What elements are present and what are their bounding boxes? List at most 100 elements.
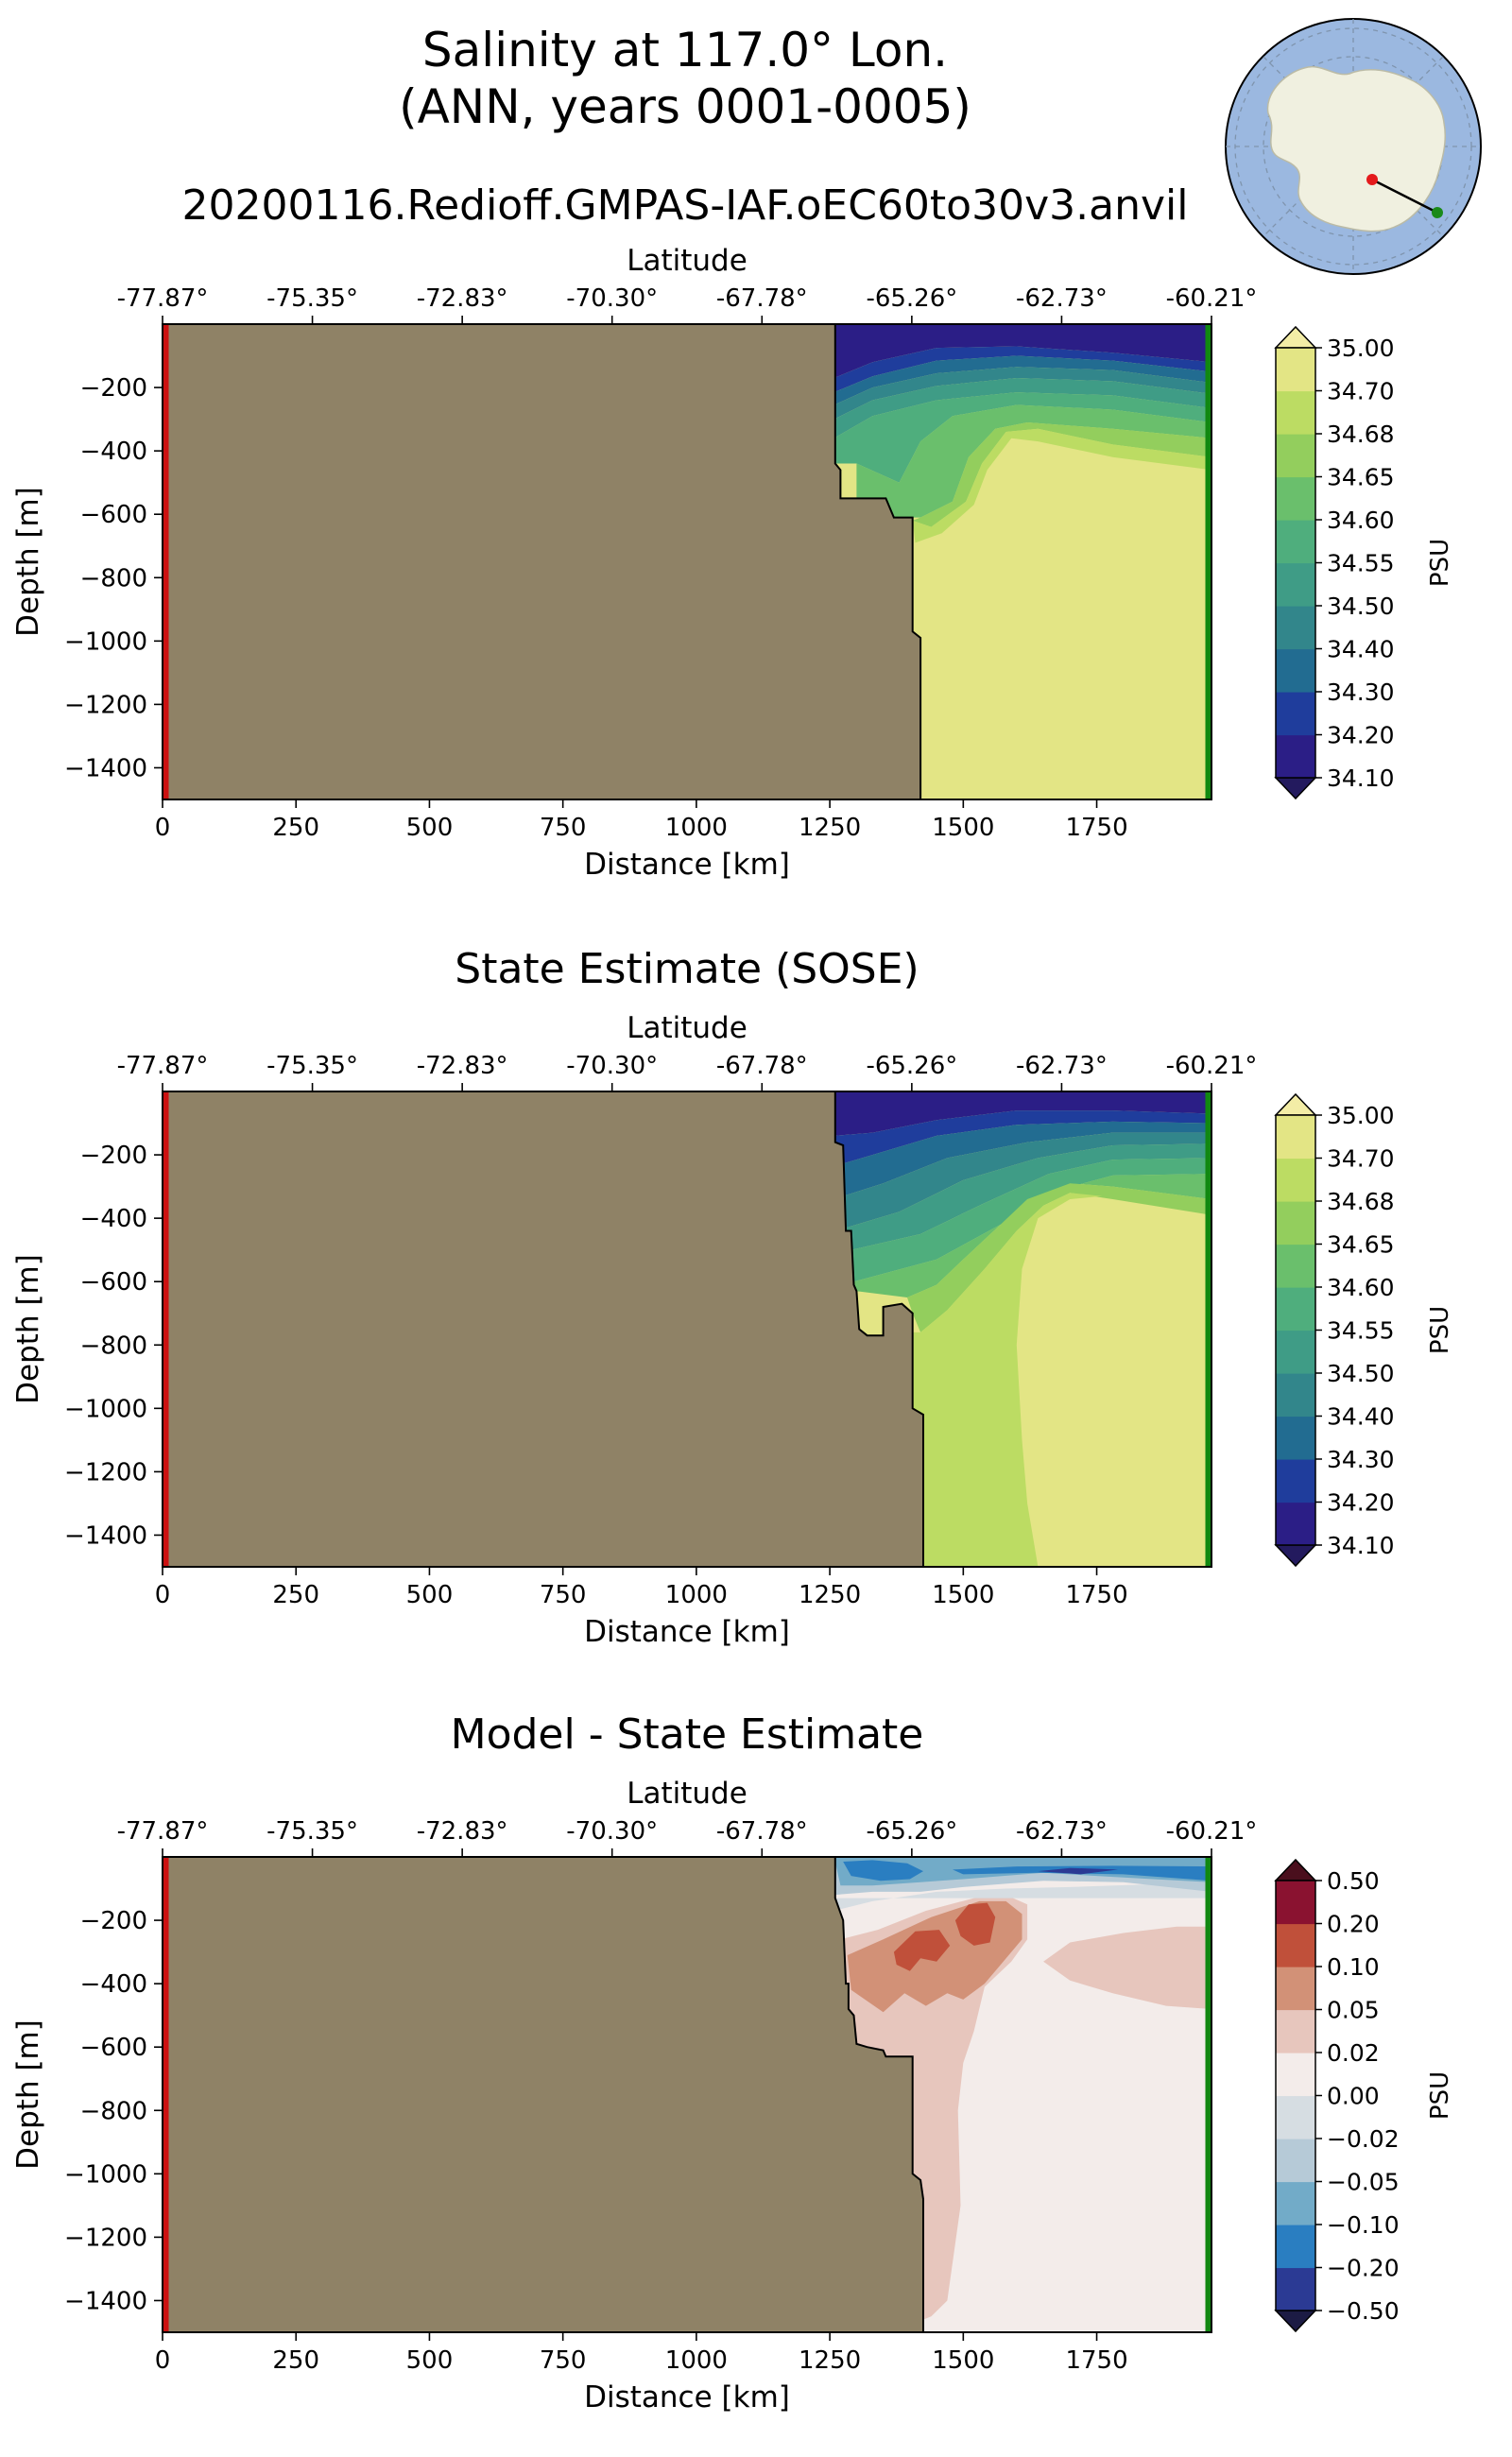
colorbar-over-extension [1274, 1858, 1317, 1881]
inset-antarctica [1266, 65, 1447, 232]
x-tick-label: 500 [406, 1581, 454, 1609]
colorbar-tick-label: 34.40 [1327, 1403, 1395, 1431]
contour-band-level-7 [907, 1183, 1211, 1332]
plot-area [163, 1857, 1211, 2332]
colorbar-swatch [1276, 476, 1315, 521]
colorbar-tick-label: 35.00 [1327, 335, 1395, 362]
colorbar-tick-label: 34.40 [1327, 636, 1395, 663]
colorbar-swatch [1276, 1330, 1315, 1374]
inset-transect-start-marker [1366, 174, 1378, 185]
plot-area [163, 1091, 1211, 1567]
panel-state-estimate: State Estimate (SOSE) 0 250 500 750 1000 1250 1… [11, 945, 1454, 1649]
colorbar-swatch [1276, 2009, 1315, 2053]
colorbar-tick-label: 34.55 [1327, 1317, 1395, 1345]
y-tick-label: −400 [80, 1205, 147, 1233]
x-tick-label: 750 [540, 814, 587, 842]
plot-area [163, 324, 1211, 799]
y-tick-label: −800 [80, 2097, 147, 2125]
top-tick-label: -75.35° [266, 1052, 358, 1080]
x-tick-label: 500 [406, 814, 454, 842]
top-tick-label: -72.83° [417, 1052, 508, 1080]
colorbar-tick-label: −0.02 [1327, 2125, 1400, 2153]
colorbar-tick-label: 0.05 [1327, 1997, 1380, 2024]
contour-band-level-1 [833, 346, 1211, 393]
colorbar-tick-label: 34.30 [1327, 679, 1395, 706]
y-tick-label: −1400 [64, 754, 147, 782]
y-tick-label: −1400 [64, 1521, 147, 1550]
top-axis-label: Latitude [627, 1777, 747, 1811]
colorbar-tick-label: 0.50 [1327, 1867, 1380, 1895]
inset-map [1225, 18, 1482, 275]
x-tick-label: 1750 [1065, 814, 1127, 842]
colorbar-swatch [1276, 2139, 1315, 2183]
contour-band-level-3 [843, 1132, 1211, 1228]
contour-region-level-0 [1038, 1867, 1119, 1875]
figure-title-line2: (ANN, years 0001-0005) [399, 79, 971, 134]
contour-band-level-1 [833, 1110, 1211, 1165]
inset-transect-line [1371, 178, 1438, 215]
contour-region-level-8 [912, 1193, 1103, 1567]
contour-band-level-4 [846, 1143, 1211, 1250]
top-tick-label: -67.78° [716, 1052, 808, 1080]
y-tick-label: −600 [80, 501, 147, 529]
colorbar-under-extension [1274, 1544, 1317, 1568]
colorbar-over-extension [1274, 325, 1317, 349]
colorbar-swatch [1276, 2181, 1315, 2225]
seafloor-land-mask [163, 324, 922, 799]
inset-transect-end-marker [1432, 207, 1443, 218]
y-axis-label: Depth [m] [11, 2019, 45, 2170]
y-tick-label: −200 [80, 1907, 147, 1935]
top-tick-label: -70.30° [566, 1052, 658, 1080]
colorbar-swatch [1276, 348, 1315, 392]
colorbar-label: PSU [1426, 1306, 1454, 1354]
top-tick-label: -67.78° [716, 284, 808, 313]
contour-band-level-4 [833, 378, 1211, 438]
colorbar-tick-label: 34.60 [1327, 1274, 1395, 1301]
top-tick-label: -62.73° [1016, 284, 1108, 313]
y-tick-label: −600 [80, 1268, 147, 1297]
contour-band-level-0 [833, 324, 1211, 378]
contour-band-level-5 [850, 1158, 1211, 1282]
colorbar-swatch [1276, 1923, 1315, 1967]
top-tick-label: -72.83° [417, 1817, 508, 1846]
colorbar-tick-label: 34.68 [1327, 421, 1395, 448]
colorbar-tick-label: 34.65 [1327, 1231, 1395, 1259]
x-tick-label: 500 [406, 2346, 454, 2375]
top-tick-label: -65.26° [866, 284, 957, 313]
contour-region-level-1 [843, 1860, 923, 1881]
top-tick-label: -60.21° [1166, 284, 1258, 313]
colorbar-swatch [1276, 1502, 1315, 1546]
x-tick-label: 250 [272, 1581, 319, 1609]
colorbar-tick-label: −0.10 [1327, 2211, 1400, 2239]
colorbar-over-extension [1274, 1092, 1317, 1116]
plot-frame [162, 323, 1212, 800]
panel-title: Model - State Estimate [451, 1710, 924, 1759]
y-tick-label: −1200 [64, 2224, 147, 2252]
x-tick-label: 1000 [665, 1581, 728, 1609]
top-tick-label: -70.30° [566, 1817, 658, 1846]
figure-subtitle: 20200116.Redioff.GMPAS-IAF.oEC60to30v3.a… [182, 181, 1189, 230]
x-tick-label: 1000 [665, 814, 728, 842]
colorbar-under-extension [1274, 777, 1317, 800]
top-axis-label: Latitude [627, 244, 747, 278]
colorbar-tick-label: 0.10 [1327, 1953, 1380, 1981]
colorbar-swatch [1276, 390, 1315, 435]
panel-model-salinity: 0 250 500 750 1000 1250 1500 1750 Distance [km] −… [11, 244, 1454, 882]
y-tick-label: −1200 [64, 691, 147, 719]
colorbar-swatch [1276, 1459, 1315, 1503]
colorbar-swatch [1276, 1287, 1315, 1332]
colorbar-swatch [1276, 606, 1315, 650]
top-tick-label: -65.26° [866, 1817, 957, 1846]
contour-region-level-8 [893, 1930, 951, 1971]
colorbar-tick-label: −0.20 [1327, 2255, 1400, 2282]
colorbar-swatch [1276, 2267, 1315, 2311]
y-axis-label: Depth [m] [11, 487, 45, 637]
colorbar-swatch [1276, 434, 1315, 478]
top-tick-label: -77.87° [117, 1817, 209, 1846]
seafloor-land-mask [163, 1857, 924, 2332]
x-tick-label: 750 [540, 2346, 587, 2375]
colorbar-tick-label: 34.68 [1327, 1188, 1395, 1215]
colorbar-swatch [1276, 648, 1315, 693]
colorbar-swatch [1276, 1158, 1315, 1202]
contour-band-level-2 [833, 355, 1211, 405]
